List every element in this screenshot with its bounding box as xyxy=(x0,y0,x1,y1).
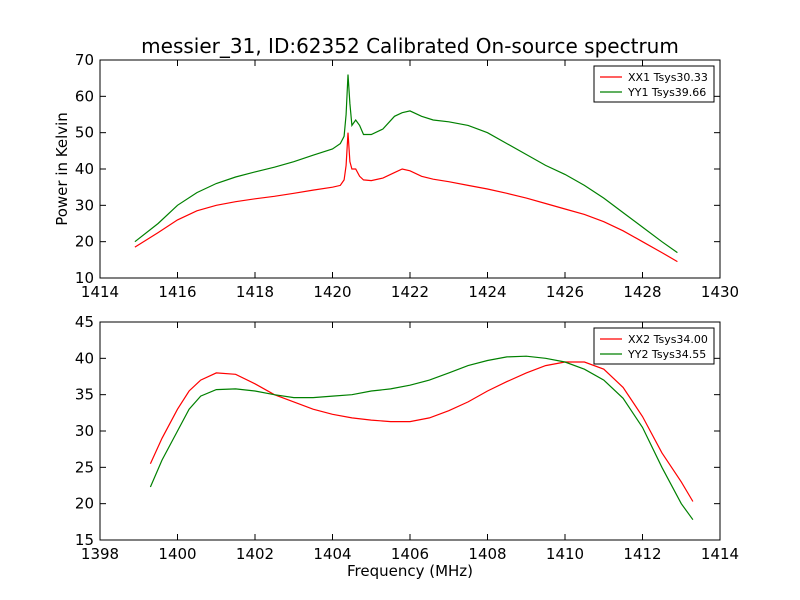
y-tick-label: 20 xyxy=(75,495,94,513)
x-tick-label: 1414 xyxy=(701,545,739,563)
chart-title: messier_31, ID:62352 Calibrated On-sourc… xyxy=(141,34,679,58)
x-tick-label: 1422 xyxy=(391,283,429,301)
y-tick-label: 20 xyxy=(75,233,94,251)
x-tick-label: 1420 xyxy=(313,283,351,301)
series-line-yy2 xyxy=(149,355,694,521)
legend-label: YY2 Tsys34.55 xyxy=(627,348,706,361)
legend: XX1 Tsys30.33 YY1 Tsys39.66 xyxy=(593,65,715,103)
x-tick-label: 1430 xyxy=(701,283,739,301)
x-tick-label: 1402 xyxy=(236,545,274,563)
x-tick-label: 1412 xyxy=(623,545,661,563)
legend-box xyxy=(593,327,715,365)
y-tick-label: 10 xyxy=(75,269,94,287)
series-line-yy1 xyxy=(134,74,678,254)
x-tick-label: 1428 xyxy=(623,283,661,301)
legend-label: XX1 Tsys30.33 xyxy=(628,71,708,84)
y-tick-label: 45 xyxy=(75,313,94,331)
legend-label: YY1 Tsys39.66 xyxy=(627,86,706,99)
x-tick-label: 1418 xyxy=(236,283,274,301)
y-tick-label: 40 xyxy=(75,349,94,367)
x-tick-label: 1424 xyxy=(468,283,506,301)
top-spectrum-panel: 1414 1416 1418 1420 1422 1424 1426 1428 1430 10 20… xyxy=(75,51,739,301)
y-tick-label: 40 xyxy=(75,160,94,178)
bottom-spectrum-panel: 1398 1400 1402 1404 1406 1408 1410 1412 1414 15 20… xyxy=(75,313,739,563)
y-tick-label: 15 xyxy=(75,531,94,549)
legend-label: XX2 Tsys34.00 xyxy=(628,333,708,346)
x-tick-label: 1410 xyxy=(546,545,584,563)
legend-box xyxy=(593,65,715,103)
x-tick-label: 1426 xyxy=(546,283,584,301)
y-tick-label: 60 xyxy=(75,87,94,105)
series-line-xx2 xyxy=(149,361,694,502)
y-tick-label: 70 xyxy=(75,51,94,69)
x-tick-label: 1404 xyxy=(313,545,351,563)
x-tick-label: 1398 xyxy=(81,545,119,563)
x-tick-label: 1406 xyxy=(391,545,429,563)
series-line-xx1 xyxy=(134,132,678,263)
y-tick-label: 30 xyxy=(75,196,94,214)
y-tick-label: 25 xyxy=(75,458,94,476)
y-tick-label: 35 xyxy=(75,386,94,404)
x-tick-label: 1416 xyxy=(158,283,196,301)
y-tick-label: 30 xyxy=(75,422,94,440)
legend: XX2 Tsys34.00 YY2 Tsys34.55 xyxy=(593,327,715,365)
y-tick-label: 50 xyxy=(75,124,94,142)
y-axis-label: Power in Kelvin xyxy=(53,112,71,226)
x-tick-label: 1414 xyxy=(81,283,119,301)
x-tick-label: 1400 xyxy=(158,545,196,563)
x-tick-label: 1408 xyxy=(468,545,506,563)
x-axis-label: Frequency (MHz) xyxy=(347,562,473,580)
